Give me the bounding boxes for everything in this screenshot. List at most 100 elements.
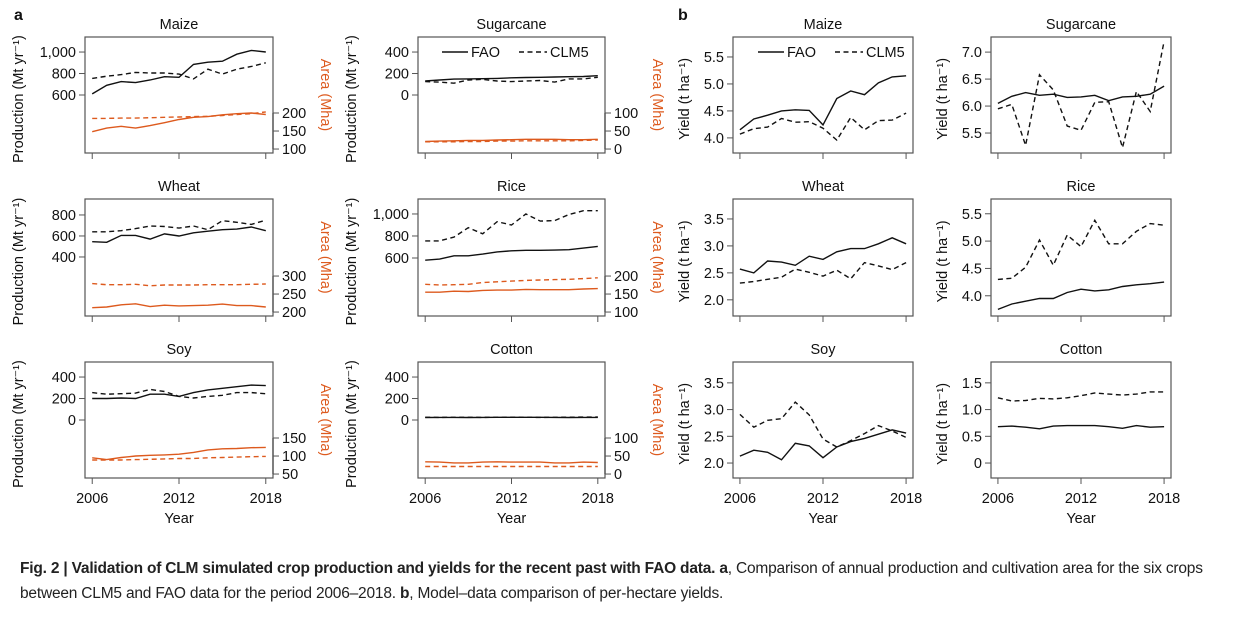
panel-label-a: a [14,7,23,24]
series-line-clm5-production [425,76,598,84]
y-axis-label: Production (Mt yr⁻¹) [11,360,27,488]
y-tick-label: 4.0 [704,131,724,147]
y-tick-label: 0 [401,413,409,429]
y2-tick-label: 150 [614,287,638,303]
panel-b-cotton: Cotton 0 0.5 1.0 1.5 Yield (t ha⁻¹) 2006 2012 20… [935,342,1180,527]
y2-tick-label: 50 [614,449,630,465]
legend-label-fao: FAO [471,45,500,61]
panel-title: Cotton [1060,342,1103,358]
panel-title: Maize [160,17,199,33]
x-axis-label: Year [808,511,837,527]
panel-title: Wheat [802,179,844,195]
series-line-clm5 [997,391,1165,402]
panel-title: Sugarcane [476,17,546,33]
series-line-fao [997,281,1165,311]
y-tick-label: 1.5 [962,376,982,392]
series-line-fao [739,429,907,461]
panel-a-maize: Maize 600 800 1,000 Production (Mt yr⁻¹) 100 1… [11,17,333,163]
y-tick-label: 200 [52,392,76,408]
y-tick-label: 0 [401,88,409,104]
y-axis-label: Production (Mt yr⁻¹) [11,198,27,326]
series-line-clm5 [739,401,907,448]
y-tick-label: 4.5 [704,104,724,120]
y2-tick-label: 150 [282,124,306,140]
x-tick-label: 2012 [163,491,195,507]
y2-tick-label: 250 [282,287,306,303]
caption-a-label: a [719,560,728,577]
y-tick-label: 7.0 [962,45,982,61]
y-tick-label: 3.5 [704,212,724,228]
y2-tick-label: 100 [614,431,638,447]
series-line-clm5 [739,112,907,142]
plot-frame [732,361,914,479]
panel-label-b: b [678,7,688,24]
y-tick-label: 3.5 [704,376,724,392]
x-tick-label: 2018 [890,491,922,507]
y-tick-label: 5.0 [962,234,982,250]
series-line-fao-area [92,303,266,309]
plot-frame [732,198,914,317]
y-tick-label: 0 [974,456,982,472]
y2-tick-label: 200 [614,269,638,285]
panel-b-soy: Soy 2.0 2.5 3.0 3.5 Yield (t ha⁻¹) 2006 2012 201… [677,342,922,527]
legend: FAO CLM5 [758,45,905,61]
y-tick-label: 600 [52,88,76,104]
y2-tick-label: 100 [282,142,306,158]
series-line-fao-area [425,287,598,293]
series-line-fao-production [92,226,266,244]
series-line-clm5 [739,261,907,284]
y2-tick-label: 0 [614,467,622,483]
x-tick-label: 2006 [409,491,441,507]
y-axis-label: Production (Mt yr⁻¹) [344,35,360,163]
panel-a-cotton: Cotton 0 200 400 Production (Mt yr⁻¹) 0 50 100 A… [344,342,665,527]
series-line-clm5-area [92,111,266,120]
y2-tick-label: 50 [282,467,298,483]
y-axis-label: Production (Mt yr⁻¹) [11,35,27,163]
y2-tick-label: 100 [614,305,638,321]
y-tick-label: 4.0 [962,289,982,305]
y-tick-label: 1,000 [40,45,76,61]
y-tick-label: 5.5 [704,50,724,66]
y-tick-label: 800 [385,229,409,245]
caption-b-text: , Model–data comparison of per-hectare y… [409,585,724,602]
y-tick-label: 400 [52,250,76,266]
series-line-fao-area [92,112,266,133]
panel-a-soy: Soy 0 200 400 Production (Mt yr⁻¹) 50 100 150 Ar… [11,342,333,527]
y-axis-label: Production (Mt yr⁻¹) [344,360,360,488]
series-line-clm5-area [425,139,598,143]
y-tick-label: 800 [52,208,76,224]
x-tick-label: 2006 [76,491,108,507]
y-axis-label: Yield (t ha⁻¹) [935,383,951,465]
series-line-fao-area [425,138,598,143]
plot-frame [990,361,1172,479]
x-tick-label: 2012 [807,491,839,507]
y2-axis-label: Area (Mha) [317,384,333,457]
y-axis-label: Yield (t ha⁻¹) [677,220,693,302]
y-tick-label: 400 [385,370,409,386]
x-tick-label: 2012 [495,491,527,507]
series-line-fao [997,424,1165,430]
x-tick-label: 2018 [582,491,614,507]
plot-frame [990,198,1172,317]
x-tick-label: 2012 [1065,491,1097,507]
y-tick-label: 2.0 [704,456,724,472]
legend: FAO CLM5 [442,45,589,61]
y-tick-label: 800 [52,67,76,83]
y-tick-label: 0 [68,413,76,429]
y2-tick-label: 100 [614,106,638,122]
x-axis-label: Year [497,511,526,527]
series-line-fao [739,75,907,131]
y-tick-label: 3.0 [704,239,724,255]
y2-axis-label: Area (Mha) [317,59,333,132]
y2-axis-label: Area (Mha) [649,384,665,457]
plot-frame [84,36,274,154]
y-tick-label: 400 [385,45,409,61]
caption-b-label: b [399,585,410,602]
y2-tick-label: 150 [282,431,306,447]
y-tick-label: 5.0 [704,77,724,93]
y-tick-label: 5.5 [962,126,982,142]
series-line-clm5-production [92,388,266,399]
series-line-fao [739,237,907,274]
y-axis-label: Yield (t ha⁻¹) [935,58,951,140]
caption-title: Fig. 2 | Validation of CLM simulated cro… [20,560,716,577]
